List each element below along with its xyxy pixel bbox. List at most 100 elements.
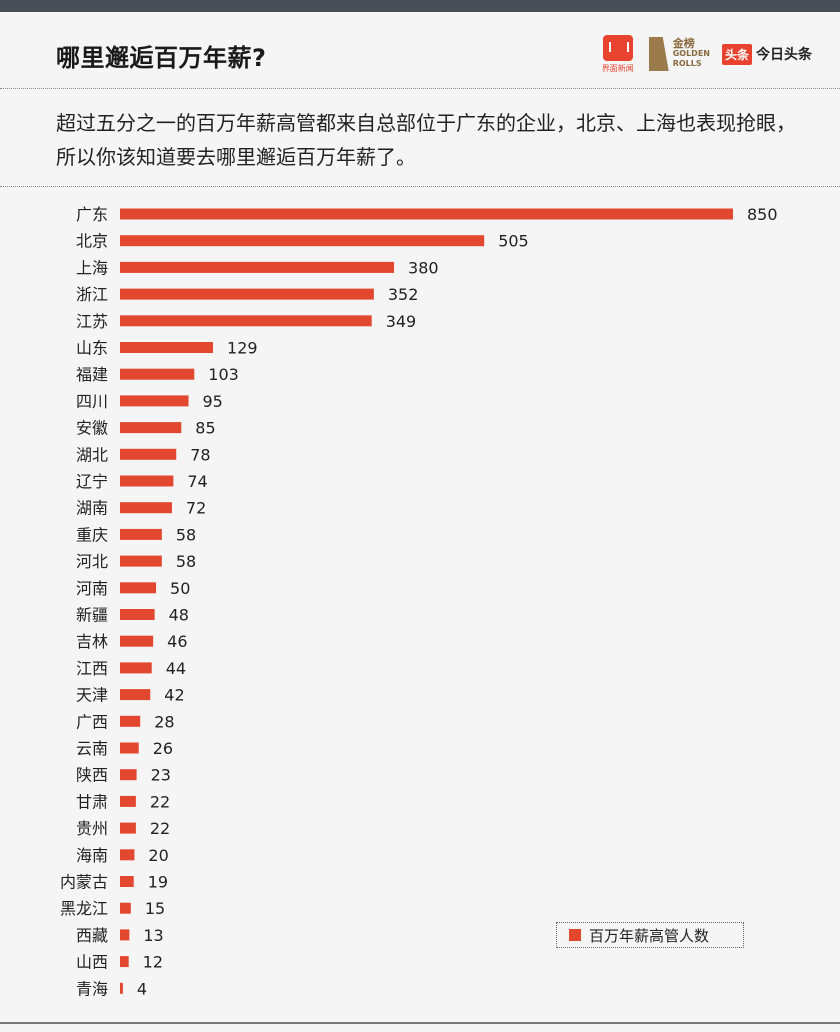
bar [120, 261, 395, 273]
category-label: 安徽 [76, 419, 108, 438]
jiemian-logo: 界面新闻 [599, 34, 637, 74]
legend-swatch [569, 929, 581, 941]
logo-group: 界面新闻 金榜 GOLDEN ROLLS 头条 今日头条 [599, 32, 812, 76]
category-label: 云南 [76, 739, 108, 758]
bar-chart: 广东 850 北京 505 上海 380 浙江 352 江苏 349 山东 129 福建 103 四川 95 安… [60, 205, 778, 998]
category-label: 甘肃 [76, 792, 108, 811]
bar [120, 795, 136, 807]
category-label: 贵州 [76, 819, 108, 838]
golden-rolls-logo: 金榜 GOLDEN ROLLS [648, 37, 710, 71]
data-label: 48 [169, 606, 189, 625]
data-label: 42 [164, 686, 184, 705]
bar [120, 689, 151, 701]
subtitle: 超过五分之一的百万年薪高管都来自总部位于广东的企业，北京、上海也表现抢眼，所以你… [56, 111, 796, 169]
golden-rolls-en1: GOLDEN [672, 49, 710, 58]
toutiao-logo: 头条 今日头条 [721, 43, 812, 65]
category-label: 江西 [76, 659, 108, 678]
data-label: 4 [137, 979, 147, 998]
data-label: 349 [386, 312, 417, 331]
bar [120, 368, 195, 380]
category-label: 四川 [76, 392, 108, 411]
golden-rolls-cn: 金榜 [672, 37, 695, 50]
data-label: 85 [195, 419, 215, 438]
bar [120, 635, 154, 647]
data-label: 22 [150, 792, 170, 811]
category-label: 黑龙江 [60, 899, 108, 918]
bar [120, 582, 157, 594]
data-label: 19 [148, 873, 168, 892]
bar [120, 715, 141, 727]
page-title: 哪里邂逅百万年薪? [56, 44, 267, 72]
category-label: 上海 [76, 258, 108, 277]
golden-rolls-en2: ROLLS [672, 59, 702, 68]
data-label: 58 [176, 525, 196, 544]
bar [120, 208, 733, 220]
bar [120, 769, 137, 781]
category-label: 山西 [76, 953, 108, 972]
bar [120, 395, 189, 407]
category-label: 浙江 [76, 285, 108, 304]
category-label: 内蒙古 [60, 873, 108, 892]
category-label: 重庆 [76, 525, 108, 544]
toutiao-name: 今日头条 [756, 47, 812, 63]
golden-rolls-logo-icon [648, 37, 669, 71]
legend-label: 百万年薪高管人数 [589, 926, 710, 945]
data-label: 95 [203, 392, 223, 411]
data-label: 74 [187, 472, 207, 491]
bar [120, 876, 134, 887]
category-label: 海南 [76, 846, 108, 865]
category-label: 广东 [76, 205, 108, 224]
data-label: 78 [190, 445, 210, 464]
divider-subtitle [0, 186, 840, 187]
category-label: 福建 [76, 365, 108, 384]
data-label: 58 [176, 552, 196, 571]
jiemian-logo-text: 界面新闻 [601, 63, 634, 73]
data-label: 352 [388, 285, 419, 304]
toutiao-badge: 头条 [721, 43, 752, 65]
data-label: 50 [170, 579, 190, 598]
data-label: 44 [166, 659, 186, 678]
bottom-border [0, 1022, 840, 1024]
category-label: 江苏 [76, 312, 108, 331]
bar [120, 662, 152, 674]
data-label: 850 [747, 205, 778, 224]
bar [120, 342, 214, 353]
data-label: 20 [148, 846, 168, 865]
category-label: 湖北 [76, 445, 108, 464]
data-label: 505 [498, 232, 529, 251]
data-label: 13 [143, 926, 163, 945]
category-label: 河南 [76, 579, 108, 598]
data-label: 103 [208, 365, 239, 384]
category-label: 北京 [76, 232, 108, 251]
bar [120, 982, 123, 994]
bar [120, 475, 174, 487]
category-label: 湖南 [76, 499, 108, 518]
category-label: 河北 [76, 552, 108, 571]
data-label: 23 [151, 766, 171, 785]
header: 哪里邂逅百万年薪? 界面新闻 金榜 GOLDEN ROLLS 头条 今日头条 [0, 12, 840, 88]
bar [120, 956, 129, 968]
data-label: 15 [145, 899, 165, 918]
bar [120, 502, 172, 514]
data-label: 46 [167, 632, 187, 651]
category-label: 广西 [76, 712, 108, 731]
data-label: 72 [186, 499, 206, 518]
bar [120, 929, 130, 941]
top-bar [0, 0, 840, 12]
data-label: 28 [154, 712, 174, 731]
bar [120, 849, 135, 861]
category-label: 辽宁 [76, 472, 108, 491]
category-label: 山东 [76, 339, 108, 358]
bar [120, 609, 155, 620]
bar [120, 448, 177, 460]
divider-top [0, 88, 840, 89]
bar [120, 422, 182, 434]
bar [120, 528, 162, 540]
data-label: 129 [227, 339, 258, 358]
category-label: 青海 [76, 979, 108, 998]
jiemian-logo-icon [602, 34, 633, 61]
bar [120, 822, 136, 834]
data-label: 22 [150, 819, 170, 838]
data-label: 12 [143, 953, 163, 972]
bar [120, 235, 485, 247]
